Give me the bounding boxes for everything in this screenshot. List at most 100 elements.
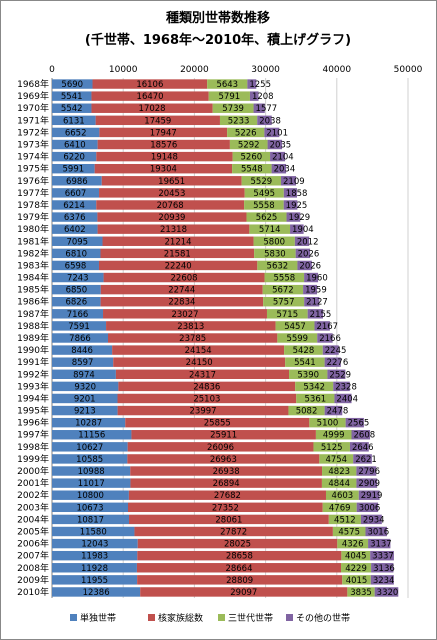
bar-segment [257,260,298,271]
data-label: 2328 [335,382,357,392]
data-label: 3136 [373,564,395,574]
data-label: 7591 [68,322,90,332]
x-tick-label: 20000 [180,65,209,75]
data-label: 11983 [81,552,108,562]
category-label: 1973年 [17,139,49,151]
bar-segment [353,454,372,464]
data-label: 4844 [328,479,350,489]
legend-label: 単独世帯 [80,612,116,624]
data-label: 2646 [352,443,374,453]
bar-segment [117,393,297,404]
category-label: 1974年 [17,151,49,163]
data-label: 1577 [256,104,278,114]
category-label: 1982年 [17,247,49,259]
bar-segment [370,575,394,585]
bar-segment [52,176,102,186]
category-label: 2010年 [17,586,49,598]
bar-segment [117,405,289,416]
bar-segment [322,466,357,476]
bar-segment [246,212,287,222]
category-label: 1975年 [17,163,49,175]
data-label: 24317 [189,370,216,380]
bar-segment [341,550,371,561]
data-label: 5233 [228,116,250,126]
category-label: 1983年 [17,259,49,271]
bar-segment [356,502,379,513]
data-label: 6598 [65,261,87,271]
bar-segment [136,563,342,573]
bar-segment [103,272,265,283]
data-label: 6376 [64,213,86,223]
bar-segment [52,127,100,138]
data-label: 2245 [325,346,347,356]
data-label: 17459 [144,116,171,126]
bar-segment [313,442,350,452]
data-label: 2034 [274,165,296,175]
data-label: 3016 [367,527,389,537]
data-label: 6850 [66,286,88,296]
bar-segment [349,442,369,452]
bar-segment [97,224,250,234]
chart-subtitle: (千世帯、1968年〜2010年、積上げグラフ) [85,32,351,48]
category-label: 1992年 [17,368,49,380]
bar-segment [52,224,98,234]
data-label: 12386 [83,588,110,598]
data-label: 29097 [230,588,257,598]
data-label: 20939 [158,213,185,223]
bar-segment [253,236,295,246]
bar-segment [244,200,284,210]
data-label: 7095 [66,237,88,247]
data-label: 5428 [293,346,315,356]
bar-segment [290,224,304,234]
bar-segment [97,139,230,150]
data-label: 24154 [185,346,212,356]
x-tick-label: 0 [49,65,55,75]
data-label: 11955 [81,576,108,586]
bar-segment [296,393,335,404]
category-label: 1990年 [17,344,49,356]
bar-segment [341,563,372,573]
data-label: 2166 [319,334,341,344]
data-label: 5541 [61,92,83,102]
bar-segment [125,417,310,428]
category-label: 1980年 [17,223,49,235]
bar-segment [52,466,131,476]
data-label: 1925 [286,201,308,211]
bar-segment [249,91,259,101]
bar-segment [322,345,339,355]
data-label: 18576 [150,141,177,151]
data-label: 5991 [63,165,85,175]
bar-segment [52,151,97,162]
bar-segment [127,442,314,452]
data-label: 5292 [238,141,260,151]
category-label: 2009年 [17,574,49,586]
bar-segment [52,272,104,283]
bar-segment [288,405,325,416]
x-axis-ticks: 0 10000 20000 30000 40000 50000 [49,65,422,75]
bar-segment [100,297,264,307]
bar-segment [98,260,258,271]
bar-segment [52,538,138,549]
data-label: 2155 [310,310,332,320]
bar-segment [297,260,312,271]
data-label: 27682 [214,491,241,501]
data-label: 5542 [61,104,83,114]
category-label: 2000年 [17,465,49,477]
category-label: 1972年 [17,126,49,138]
bar-segment [137,538,338,549]
data-label: 4326 [342,540,364,550]
data-label: 2038 [259,116,281,126]
bar-segment [328,514,361,525]
bar-segment [370,550,394,561]
bar-segment [315,430,352,440]
data-label: 5739 [222,104,244,114]
data-label: 2919 [361,491,383,501]
data-label: 11928 [81,564,108,574]
data-label: 20453 [158,189,185,199]
bar-segment [97,212,247,222]
bar-segment [368,538,391,549]
bar-segment [271,163,287,174]
category-label: 1981年 [17,235,49,247]
data-label: 23785 [179,334,206,344]
